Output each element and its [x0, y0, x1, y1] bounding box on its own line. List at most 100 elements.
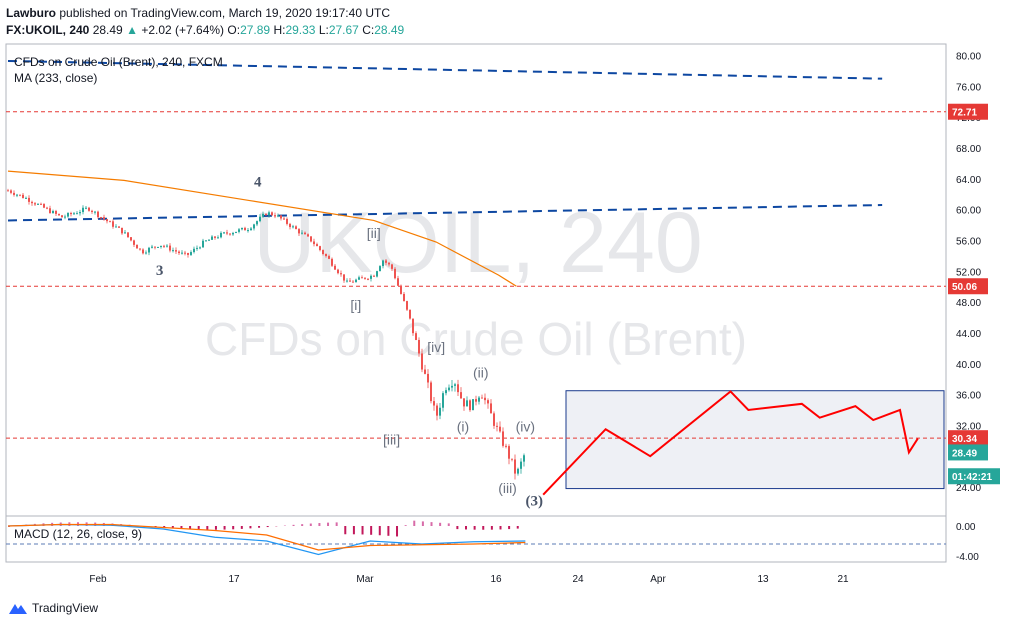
candle-body: [70, 213, 72, 215]
candle-body: [163, 245, 165, 247]
candle-body: [247, 230, 249, 232]
wave-label: [ii]: [367, 225, 381, 241]
time-tick: 24: [572, 574, 584, 585]
footer-brand: TradingView: [32, 601, 99, 615]
candle-body: [343, 274, 345, 281]
candle-body: [49, 208, 51, 214]
ma-legend: MA (233, close): [14, 71, 97, 85]
candle-body: [487, 400, 489, 404]
candle-body: [388, 262, 390, 265]
time-tick: 21: [837, 574, 849, 585]
candle-body: [241, 227, 243, 230]
candle-body: [466, 400, 468, 407]
author-name[interactable]: Lawburo: [6, 6, 56, 20]
candle-body: [43, 204, 45, 208]
trendline-0: [7, 59, 883, 80]
candle-body: [196, 247, 198, 249]
candle-body: [211, 236, 213, 240]
candle-body: [400, 285, 402, 294]
macd-histogram-bar: [197, 526, 200, 530]
symbol-title: FX:UKOIL, 240: [6, 23, 90, 37]
candle-body: [76, 213, 78, 215]
candle-body: [475, 399, 477, 402]
candle-body: [367, 278, 369, 280]
candle-body: [307, 234, 309, 237]
macd-histogram-bar: [421, 521, 424, 526]
macd-histogram-bar: [214, 526, 217, 530]
candle-body: [10, 190, 12, 193]
candle-body: [511, 458, 513, 460]
macd-histogram-bar: [473, 526, 476, 530]
candle-body: [334, 265, 336, 270]
candle-body: [97, 211, 99, 218]
candle-body: [16, 194, 18, 196]
macd-histogram-bar: [301, 524, 304, 526]
candle-body: [187, 253, 189, 255]
candle-body: [190, 252, 192, 255]
candle-body: [265, 213, 267, 216]
candle-body: [298, 229, 300, 234]
macd-histogram-bar: [361, 526, 364, 535]
candle-body: [7, 190, 9, 192]
candle-body: [157, 246, 159, 248]
candle-body: [304, 232, 306, 235]
candle-body: [46, 207, 48, 209]
macd-histogram-bar: [318, 523, 321, 526]
macd-histogram-bar: [370, 526, 373, 535]
candle-body: [292, 226, 294, 228]
candle-body: [517, 468, 519, 474]
candle-body: [448, 387, 450, 391]
candle-body: [403, 293, 405, 302]
time-tick: 17: [228, 574, 240, 585]
candle-body: [364, 277, 366, 279]
macd-histogram-bar: [490, 526, 493, 530]
candle-body: [217, 237, 219, 239]
macd-histogram-bar: [249, 526, 252, 529]
wave-label: (ii): [473, 365, 489, 381]
candle-body: [418, 339, 420, 354]
candle-body: [409, 309, 411, 319]
candle-body: [289, 223, 291, 228]
candle-body: [337, 269, 339, 274]
target-box: [565, 390, 945, 490]
candle-body: [286, 218, 288, 224]
macd-histogram-bar: [482, 526, 485, 530]
candle-body: [313, 241, 315, 245]
candle-body: [19, 194, 21, 196]
watermark-symbol: UKOIL, 240: [253, 195, 702, 291]
macd-tick: 0.00: [956, 522, 976, 533]
candle-body: [121, 227, 123, 234]
candle-body: [169, 245, 171, 251]
tradingview-footer[interactable]: TradingView: [8, 601, 98, 615]
candle-body: [172, 250, 174, 252]
price-tick: 56.00: [956, 236, 981, 247]
candle-body: [31, 201, 33, 204]
price-badge: [948, 444, 988, 461]
candle-body: [106, 219, 108, 222]
macd-histogram-bar: [232, 526, 235, 530]
candle-body: [322, 250, 324, 255]
candle-body: [184, 252, 186, 254]
high-value: 29.33: [285, 23, 316, 37]
macd-histogram-bar: [163, 526, 166, 528]
price-tick: 36.00: [956, 391, 981, 402]
candle-body: [67, 213, 69, 217]
candle-body: [457, 384, 459, 393]
macd-histogram-bar: [439, 522, 442, 526]
wave-label: [iii]: [383, 432, 400, 448]
price-tick: 44.00: [956, 329, 981, 340]
wave-label: (iv): [516, 419, 535, 435]
macd-histogram-bar: [258, 526, 261, 528]
candle-body: [61, 215, 63, 218]
last-price: 28.49: [92, 23, 123, 37]
candle-body: [223, 232, 225, 234]
candle-body: [505, 445, 507, 447]
publish-header: Lawburo published on TradingView.com, Ma…: [6, 6, 390, 20]
candle-body: [496, 425, 498, 427]
trendline-1: [7, 204, 883, 222]
macd-histogram-bar: [456, 526, 459, 530]
candle-body: [103, 217, 105, 220]
candle-body: [361, 277, 363, 279]
candle-body: [160, 245, 162, 247]
